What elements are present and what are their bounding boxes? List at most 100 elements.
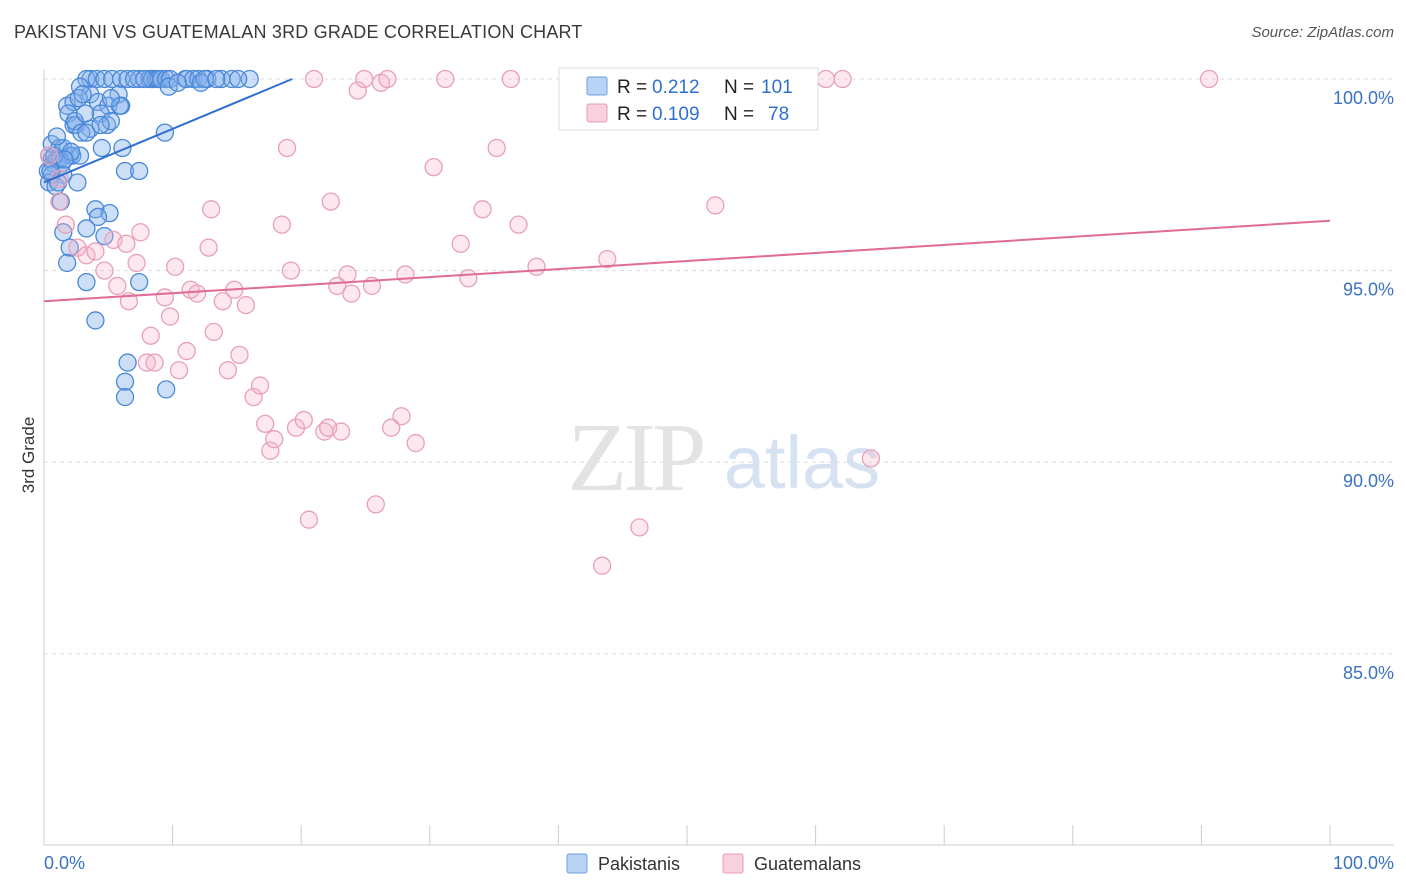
pakistani-point-82 xyxy=(124,69,144,89)
guatemalan-point-2 xyxy=(50,192,69,211)
pakistani-point-85 xyxy=(76,104,95,123)
guatemalan-point-23 xyxy=(187,284,207,303)
y-tick-label-2: 95.0% xyxy=(1343,280,1394,300)
guatemalan-point-56 xyxy=(378,69,397,89)
legend-n-value-1: 101 xyxy=(761,77,793,98)
guatemalan-point-25 xyxy=(202,200,221,219)
series-legend-label-guatemalans: Guatemalans xyxy=(754,854,861,874)
pakistani-point-94 xyxy=(207,69,226,89)
guatemalan-point-6 xyxy=(86,242,105,261)
pakistani-point-86 xyxy=(47,127,67,146)
gridlines xyxy=(44,78,1394,655)
guatemalan-point-75 xyxy=(833,69,852,89)
guatemalan-point-58 xyxy=(392,407,411,426)
guatemalan-point-34 xyxy=(256,414,275,434)
pakistani-point-76 xyxy=(115,387,135,407)
series-legend-swatch-guatemalans xyxy=(722,853,744,874)
legend-n-label-1: N = xyxy=(724,77,754,98)
series-legend: Pakistanis Guatemalans xyxy=(566,853,861,874)
guatemalan-point-37 xyxy=(272,215,292,234)
pakistani-point-66 xyxy=(77,219,96,238)
pakistani-point-92 xyxy=(168,73,187,92)
guatemalan-point-74 xyxy=(816,69,836,89)
guatemalan-point-32 xyxy=(244,387,263,407)
guatemalan-point-59 xyxy=(396,265,415,284)
pakistanis-trend-line xyxy=(43,78,293,184)
watermark: ZIP atlas xyxy=(568,404,881,512)
pakistani-point-5 xyxy=(112,69,131,89)
guatemalan-point-48 xyxy=(331,422,351,441)
guatemalan-point-43 xyxy=(304,69,324,89)
guatemalan-point-76 xyxy=(861,449,881,468)
legend-r-value-2: 0.109 xyxy=(652,104,700,125)
guatemalan-point-49 xyxy=(338,265,357,284)
guatemalan-point-52 xyxy=(355,69,374,89)
pakistani-point-75 xyxy=(115,372,135,391)
guatemalan-point-73 xyxy=(706,196,725,215)
pakistani-point-57 xyxy=(115,161,135,181)
pakistani-point-74 xyxy=(118,353,137,372)
guatemalan-point-39 xyxy=(281,261,301,280)
y-tick-labels: 85.0% 90.0% 95.0% 100.0% xyxy=(1333,88,1394,683)
legend-r-value-1: 0.212 xyxy=(652,77,700,98)
series-legend-swatch-pakistanis xyxy=(566,853,588,874)
pakistani-point-72 xyxy=(130,272,149,292)
y-tick-label-0: 85.0% xyxy=(1343,663,1394,683)
pakistani-point-70 xyxy=(57,253,77,273)
guatemalans-points xyxy=(39,69,1219,575)
pakistani-point-80 xyxy=(229,69,248,89)
pakistani-point-91 xyxy=(135,69,154,89)
guatemalan-point-17 xyxy=(155,288,175,307)
axes xyxy=(43,70,1394,846)
chart-title: PAKISTANI VS GUATEMALAN 3RD GRADE CORREL… xyxy=(14,22,583,42)
guatemalan-point-16 xyxy=(145,353,164,372)
pakistani-point-69 xyxy=(60,238,79,257)
guatemalan-point-10 xyxy=(117,234,136,253)
guatemalan-point-13 xyxy=(131,223,150,242)
x-tick-label-min: 0.0% xyxy=(44,853,85,873)
guatemalan-point-60 xyxy=(406,433,425,453)
pakistani-point-73 xyxy=(86,311,105,330)
pakistani-point-58 xyxy=(130,161,149,181)
guatemalans-trend-line xyxy=(43,219,1331,303)
guatemalan-point-3 xyxy=(56,215,76,234)
guatemalan-point-24 xyxy=(199,238,218,257)
guatemalan-point-77 xyxy=(1199,69,1219,89)
pakistani-point-71 xyxy=(77,272,96,292)
guatemalan-point-71 xyxy=(598,249,617,269)
pakistani-point-77 xyxy=(157,380,176,399)
guatemalan-point-46 xyxy=(321,192,340,211)
series-legend-label-pakistanis: Pakistanis xyxy=(598,854,680,874)
watermark-zip: ZIP xyxy=(568,404,703,512)
guatemalan-point-51 xyxy=(348,81,367,100)
pakistani-point-89 xyxy=(55,150,74,169)
guatemalan-point-64 xyxy=(459,269,478,288)
trend-lines xyxy=(43,78,1331,303)
guatemalan-point-38 xyxy=(277,138,297,158)
guatemalan-point-21 xyxy=(177,341,196,361)
guatemalan-point-28 xyxy=(218,361,238,380)
watermark-atlas: atlas xyxy=(724,421,880,504)
pakistani-point-100 xyxy=(73,85,92,104)
guatemalan-point-61 xyxy=(424,157,443,177)
guatemalan-point-54 xyxy=(366,495,385,514)
legend-swatch-pakistanis xyxy=(586,76,608,96)
guatemalan-point-15 xyxy=(141,326,160,345)
pakistani-point-95 xyxy=(91,115,110,135)
guatemalan-point-5 xyxy=(77,246,96,265)
guatemalan-point-36 xyxy=(265,430,284,449)
stats-legend: R = 0.212 N = 101 R = 0.109 N = 78 xyxy=(558,67,819,131)
guatemalan-point-65 xyxy=(473,200,492,219)
guatemalan-point-18 xyxy=(160,307,180,326)
guatemalan-point-35 xyxy=(261,441,280,460)
y-tick-label-1: 90.0% xyxy=(1343,471,1394,491)
guatemalan-point-31 xyxy=(236,295,256,315)
guatemalan-point-72 xyxy=(630,518,649,537)
guatemalan-point-9 xyxy=(108,276,127,296)
pakistani-point-22 xyxy=(159,77,178,96)
pakistani-point-45 xyxy=(92,138,112,158)
pakistani-point-38 xyxy=(77,123,96,142)
pakistani-point-2 xyxy=(87,69,106,89)
pakistani-point-37 xyxy=(72,123,91,142)
guatemalan-point-68 xyxy=(509,215,528,234)
